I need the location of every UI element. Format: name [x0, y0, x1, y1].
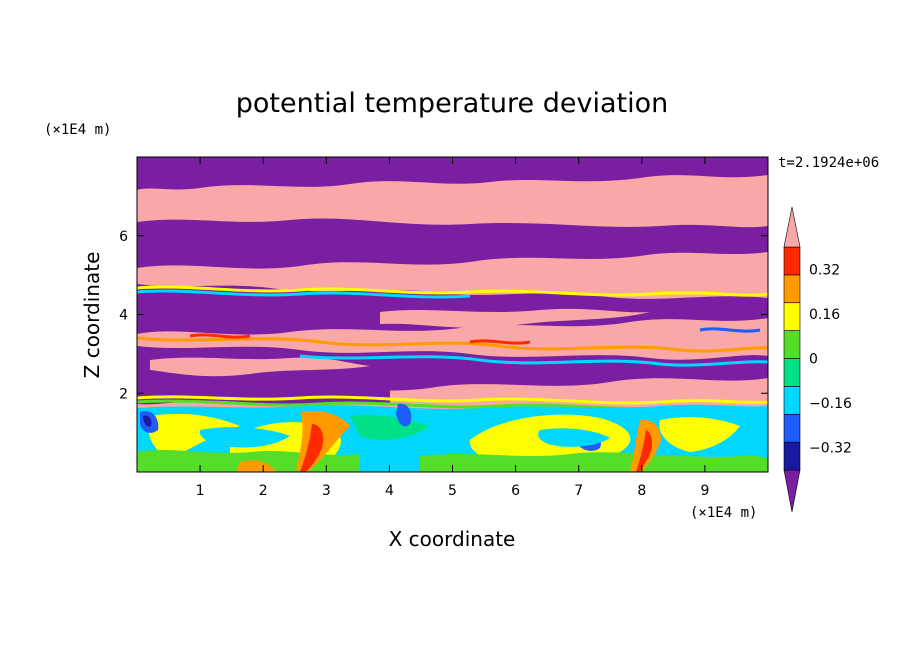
colorbar-box — [783, 302, 801, 331]
x-tick-label: 4 — [385, 483, 394, 499]
filaments — [137, 285, 768, 411]
colorbar-extend-high — [783, 206, 801, 248]
colorbar: 0.32 0.16 0 −0.16 −0.32 — [783, 206, 852, 513]
x-tick-label: 6 — [511, 483, 520, 499]
colorbar-box — [783, 413, 801, 443]
band-purple-2 — [137, 218, 768, 269]
colorbar-label: 0.32 — [809, 262, 840, 278]
colorbar-box — [783, 358, 801, 387]
y-unit-label: (×1E4 m) — [44, 122, 111, 138]
x-ticks: 1 2 3 4 5 6 7 8 9 — [196, 157, 709, 499]
colorbar-label: 0.16 — [809, 307, 840, 323]
lower-yellow-4 — [659, 417, 740, 452]
y-axis-label: Z coordinate — [80, 252, 104, 379]
y-ticks: 2 4 6 — [119, 229, 768, 402]
colorbar-box — [783, 330, 801, 359]
band-purple-3 — [137, 284, 768, 335]
colorbar-label: −0.16 — [809, 396, 852, 412]
y-tick-label: 4 — [119, 308, 128, 324]
x-tick-label: 2 — [259, 483, 268, 499]
band-pink-inset — [150, 357, 370, 377]
chart-title: potential temperature deviation — [236, 88, 668, 119]
x-tick-label: 9 — [700, 483, 709, 499]
colorbar-label: −0.32 — [809, 441, 852, 457]
x-axis-label: X coordinate — [389, 527, 516, 551]
colorbar-extend-low — [783, 469, 801, 513]
colorbar-box — [783, 274, 801, 304]
x-tick-label: 8 — [637, 483, 646, 499]
colorbar-box — [783, 246, 801, 276]
x-tick-label: 3 — [322, 483, 331, 499]
lower-red-1 — [300, 424, 324, 472]
lower-blue-3 — [396, 403, 412, 427]
lower-cyan-core — [199, 427, 290, 448]
y-tick-label: 6 — [119, 229, 128, 245]
colorbar-box — [783, 386, 801, 415]
x-tick-label: 1 — [196, 483, 205, 499]
band-purple-top — [137, 157, 768, 190]
lower-navy-1 — [143, 415, 152, 427]
lower-yellow-1 — [148, 413, 240, 458]
lower-cyan-core-2 — [538, 428, 610, 447]
x-unit-label: (×1E4 m) — [690, 505, 757, 521]
time-label: t=2.1924e+06 — [778, 155, 879, 171]
lower-red-2 — [636, 430, 653, 472]
lower-green-2 — [420, 452, 768, 472]
lower-orange-3 — [236, 460, 276, 472]
band-pink-inset-2 — [380, 308, 650, 328]
x-tick-label: 7 — [574, 483, 583, 499]
heatmap-field — [137, 157, 768, 472]
colorbar-label: 0 — [809, 352, 818, 368]
y-tick-label: 2 — [119, 386, 128, 402]
colorbar-box — [783, 441, 801, 471]
x-tick-label: 5 — [448, 483, 457, 499]
